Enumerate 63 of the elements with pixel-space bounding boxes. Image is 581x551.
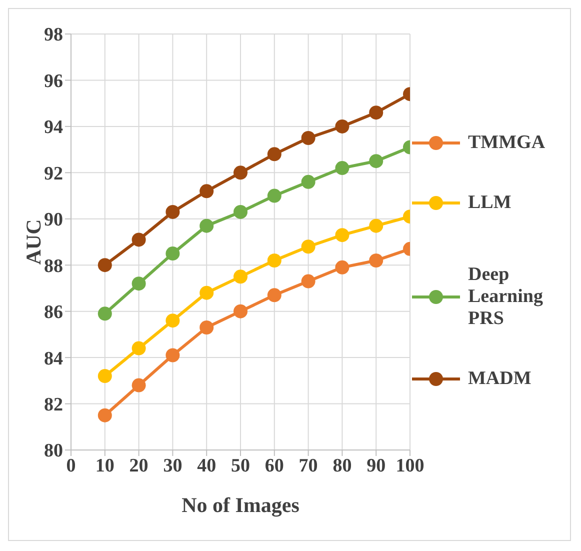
x-tick-label: 10: [95, 455, 114, 476]
point: [301, 274, 316, 288]
point: [369, 218, 384, 233]
point: [267, 188, 282, 203]
legend-label: LLM: [468, 192, 512, 214]
point: [98, 258, 112, 272]
point: [234, 204, 248, 219]
y-tick-label: 86: [44, 302, 63, 324]
point: [166, 246, 180, 261]
point: [98, 306, 112, 321]
point: [200, 184, 214, 198]
point: [166, 348, 180, 362]
y-tick-label: 92: [44, 163, 63, 184]
point: [98, 369, 112, 384]
point: [166, 314, 180, 328]
point: [98, 408, 112, 422]
point: [335, 119, 350, 134]
x-tick-label: 20: [129, 455, 148, 476]
point: [301, 174, 316, 189]
point: [369, 106, 384, 120]
point: [335, 260, 350, 274]
point: [267, 253, 282, 268]
point: [132, 232, 146, 247]
x-tick-label: 40: [197, 455, 216, 476]
point: [234, 304, 248, 318]
y-tick-label: 84: [44, 348, 64, 370]
x-tick-label: 90: [366, 455, 386, 476]
point: [132, 276, 146, 291]
point: [267, 288, 282, 302]
point: [301, 240, 316, 254]
y-tick-label: 98: [44, 24, 63, 46]
point: [200, 218, 214, 233]
point: [234, 270, 248, 284]
point: [132, 341, 146, 356]
point: [335, 228, 350, 242]
y-tick-label: 88: [44, 256, 63, 277]
x-axis-title: No of Images: [182, 493, 300, 517]
x-tick-label: 0: [66, 455, 76, 476]
legend-label: TMMGA: [468, 132, 546, 154]
y-tick-label: 94: [44, 117, 64, 138]
point: [234, 166, 248, 180]
y-tick-label: 82: [44, 394, 63, 416]
point: [200, 286, 214, 300]
point: [335, 161, 350, 176]
y-axis-title: AUC: [21, 219, 46, 265]
x-tick-label: 70: [298, 455, 318, 476]
x-tick-label: 60: [264, 455, 284, 476]
x-tick-label: 30: [163, 455, 182, 476]
legend-label: MADM: [468, 368, 532, 390]
legend-label: Deep Learning PRS: [468, 264, 544, 330]
point: [166, 204, 180, 219]
point: [369, 154, 384, 168]
point: [301, 131, 316, 145]
y-tick-label: 80: [44, 440, 63, 462]
x-tick-label: 100: [396, 455, 424, 476]
point: [132, 378, 146, 392]
y-tick-label: 96: [44, 70, 63, 92]
point: [267, 147, 282, 162]
x-tick-label: 80: [332, 455, 352, 476]
point: [200, 320, 214, 335]
point: [369, 253, 384, 268]
y-tick-label: 90: [44, 210, 63, 231]
x-tick-label: 50: [231, 455, 250, 476]
